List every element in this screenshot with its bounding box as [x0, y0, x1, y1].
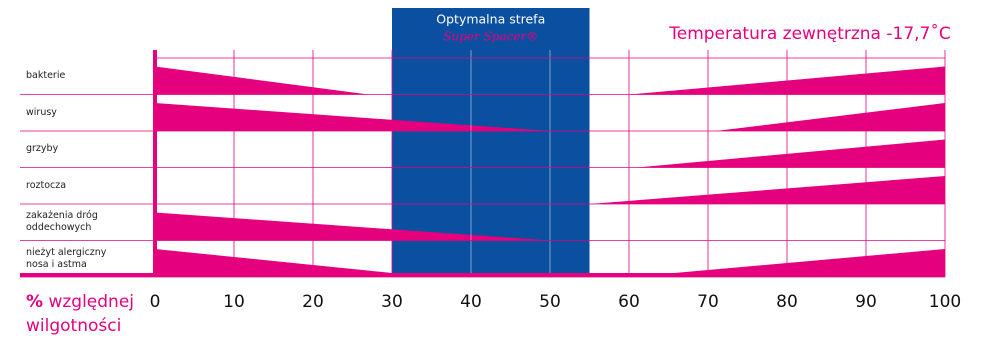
x-axis-label: % względnej wilgotności	[26, 290, 146, 338]
zone-title: Optymalna strefa	[436, 12, 545, 27]
increase-wedge	[589, 176, 945, 204]
left-edge	[153, 50, 157, 277]
x-tick-label: 30	[381, 292, 403, 312]
decrease-wedge	[155, 103, 550, 131]
row-label: roztocza	[26, 179, 67, 191]
x-tick-label: 70	[697, 292, 719, 312]
base-band	[20, 273, 945, 277]
x-tick-label: 90	[855, 292, 877, 312]
x-tick-label: 100	[929, 292, 961, 312]
x-tick-label: 10	[223, 292, 245, 312]
x-axis-symbol: %	[26, 292, 44, 312]
row-label: zakażenia dróg oddechowych	[26, 210, 98, 234]
x-tick-label: 50	[539, 292, 561, 312]
row-label: nieżyt alergiczny nosa i astma	[26, 246, 107, 270]
row-label: bakterie	[26, 70, 66, 82]
x-tick-label: 80	[776, 292, 798, 312]
annotation: Temperatura zewnętrzna -17,7˚C	[668, 23, 950, 44]
x-axis-title: względnej wilgotności	[26, 292, 135, 336]
x-tick-label: 0	[150, 292, 161, 312]
decrease-wedge	[155, 212, 550, 241]
x-tick-label: 60	[618, 292, 640, 312]
row-label: wirusy	[26, 106, 57, 118]
increase-wedge	[715, 103, 945, 131]
zone-brand: Super Spacer®	[443, 30, 538, 44]
x-tick-label: 20	[302, 292, 324, 312]
decrease-wedge	[155, 249, 432, 277]
row-label: grzyby	[26, 143, 59, 155]
increase-wedge	[636, 139, 945, 168]
x-tick-label: 40	[460, 292, 482, 312]
decrease-wedge	[155, 66, 369, 95]
